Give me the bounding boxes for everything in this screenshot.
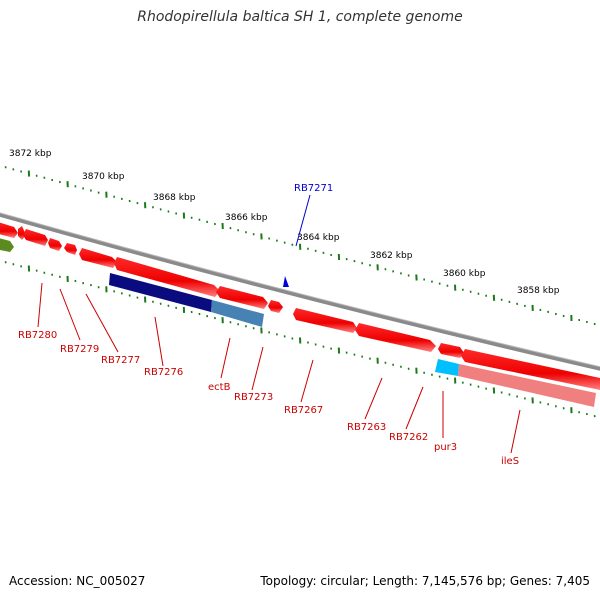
map-title: Rhodopirellula baltica SH 1, complete ge…	[137, 9, 463, 25]
gene-arrow[interactable]	[355, 323, 436, 352]
gene-arrow[interactable]	[0, 221, 18, 238]
gene-label[interactable]: RB7280	[18, 330, 57, 341]
gene-label[interactable]: RB7273	[234, 392, 273, 403]
reverse-scale-ticks	[4, 261, 596, 418]
gene-label[interactable]: RB7267	[284, 405, 323, 416]
gene-arrow[interactable]	[461, 349, 600, 390]
gene-label[interactable]: RB7276	[144, 367, 183, 378]
label-leaders	[37, 194, 521, 454]
genome-backbone	[0, 212, 600, 371]
scale-label: 3872 kbp	[9, 149, 52, 159]
gene-track	[0, 221, 600, 390]
gene-label[interactable]: ileS	[501, 456, 519, 467]
gene-arrow-olive[interactable]	[0, 237, 14, 252]
gene-arrow[interactable]	[48, 238, 62, 251]
gene-block-navy[interactable]	[109, 273, 212, 312]
gene-arrow[interactable]	[64, 243, 77, 255]
gene-block-steel[interactable]	[211, 300, 264, 327]
gene-arrow[interactable]	[23, 229, 48, 246]
gene-arrow[interactable]	[293, 308, 357, 333]
scale-label: 3866 kbp	[225, 213, 268, 223]
gene-arrow[interactable]	[216, 286, 268, 309]
gene-label[interactable]: pur3	[434, 442, 457, 453]
genome-backbone-highlight	[0, 212, 600, 368]
gene-labels: RB7271 RB7280 RB7279 RB7277 RB7276 ectB …	[18, 183, 519, 467]
scale-ticks	[4, 166, 596, 326]
gene-block-cyan[interactable]	[435, 359, 459, 376]
scale-label: 3860 kbp	[443, 269, 486, 279]
gene-arrow[interactable]	[79, 248, 117, 268]
gene-track-lower	[109, 273, 596, 407]
scale-label: 3858 kbp	[517, 286, 560, 296]
gene-label[interactable]: RB7279	[60, 344, 99, 355]
accession-text: Accession: NC_005027	[9, 574, 146, 588]
gene-label[interactable]: ectB	[208, 382, 231, 393]
gene-label[interactable]: RB7271	[294, 183, 333, 194]
gene-arrow[interactable]	[268, 300, 283, 313]
scale-label: 3868 kbp	[153, 193, 196, 203]
gene-block-pink[interactable]	[458, 364, 596, 407]
scale-label: 3870 kbp	[82, 172, 125, 182]
gene-arrow[interactable]	[438, 343, 464, 358]
gene-label[interactable]: RB7263	[347, 422, 386, 433]
gene-arrow[interactable]	[114, 257, 220, 297]
topology-text: Topology: circular; Length: 7,145,576 bp…	[260, 574, 590, 588]
scale-label: 3862 kbp	[370, 251, 413, 261]
scale-label: 3864 kbp	[297, 233, 340, 243]
scale-labels: 3872 kbp 3870 kbp 3868 kbp 3866 kbp 3864…	[9, 149, 560, 296]
gene-label[interactable]: RB7277	[101, 355, 140, 366]
gene-label[interactable]: RB7262	[389, 432, 428, 443]
rb7271-marker-icon[interactable]	[283, 276, 289, 287]
